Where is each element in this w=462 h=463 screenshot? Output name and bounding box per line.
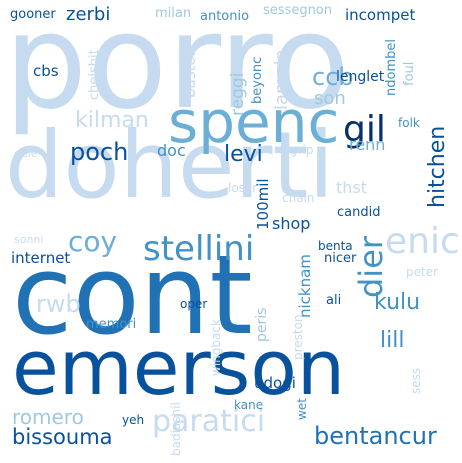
word-levi: levi xyxy=(224,142,263,167)
word-enic: enic xyxy=(385,221,460,262)
word-gooner: gooner xyxy=(10,7,56,22)
word-rwb: rwb xyxy=(36,290,81,318)
word-doc: doc xyxy=(157,141,186,160)
word-zerbi: zerbi xyxy=(66,4,111,25)
word-lill: lill xyxy=(380,328,405,353)
word-nicknam: nicknam xyxy=(296,254,314,318)
word-cont: cont xyxy=(12,231,253,359)
word-loser: loser xyxy=(228,181,258,195)
word-sonni: sonni xyxy=(14,233,44,246)
word-coy: coy xyxy=(68,225,118,258)
word-milan: milan xyxy=(155,6,192,21)
word-oper: oper xyxy=(180,297,208,311)
word-incompet: incompet xyxy=(345,6,416,24)
word-gil: gil xyxy=(343,109,386,150)
word-ali: ali xyxy=(326,293,342,308)
word-peter: peter xyxy=(406,265,439,279)
word-lenglet: lenglet xyxy=(336,69,385,85)
word-badiashil: badiashil xyxy=(169,402,183,456)
word-chelshit: chelshit xyxy=(87,49,102,100)
word-chain: chain xyxy=(282,191,315,205)
word-wet: wet xyxy=(295,398,309,420)
word-antonio: antonio xyxy=(200,9,250,24)
word-dier: dier xyxy=(352,235,390,298)
word-folk: folk xyxy=(398,116,420,130)
word-baston: baston xyxy=(181,46,199,98)
word-internet: internet xyxy=(11,249,71,267)
word-benta: benta xyxy=(318,239,353,253)
word-nicer: nicer xyxy=(324,251,357,266)
word-doherti: doherti xyxy=(5,112,335,219)
word-thst: thst xyxy=(336,178,368,197)
word-candid: candid xyxy=(337,205,381,220)
word-sessegnon: sessegnon xyxy=(263,3,332,18)
word-wingback: wingback xyxy=(209,319,223,376)
word-renn: renn xyxy=(349,135,386,154)
word-kane: kane xyxy=(234,398,264,412)
word-spenc: spenc xyxy=(168,88,340,156)
word-paratici: paratici xyxy=(152,404,266,439)
word-bentancur: bentancur xyxy=(314,422,437,450)
word-100mil: 100mil xyxy=(254,178,272,230)
word-preston: preston xyxy=(291,314,305,360)
word-lamela: lamela xyxy=(271,49,292,110)
word-porro: porro xyxy=(4,0,350,138)
word-ccb: ccb xyxy=(312,63,354,91)
word-beyonc: beyonc xyxy=(250,56,265,104)
word-yeh: yeh xyxy=(122,413,145,427)
word-bissouma: bissouma xyxy=(12,425,113,449)
word-kilman: kilman xyxy=(75,108,149,133)
word-reggi: reggi xyxy=(228,72,248,116)
word-dele: dele xyxy=(14,147,38,160)
word-ndombel: ndombel xyxy=(384,39,399,96)
word-kulu: kulu xyxy=(374,290,421,315)
word-grip: grip xyxy=(290,143,314,157)
word-hitchen: hitchen xyxy=(425,125,450,208)
word-shop: shop xyxy=(272,214,311,233)
word-peris: peris xyxy=(254,307,270,342)
word-memori: memori xyxy=(86,317,137,332)
word-sess: sess xyxy=(409,367,423,394)
word-stellini: stellini xyxy=(143,229,255,269)
word-poch: poch xyxy=(70,138,129,166)
word-romero: romero xyxy=(12,405,84,429)
word-udogi: udogi xyxy=(254,374,296,392)
word-foul: foul xyxy=(402,61,417,86)
word-son: son xyxy=(314,88,346,109)
word-emerson: emerson xyxy=(12,323,346,412)
word-cbs: cbs xyxy=(33,62,59,80)
